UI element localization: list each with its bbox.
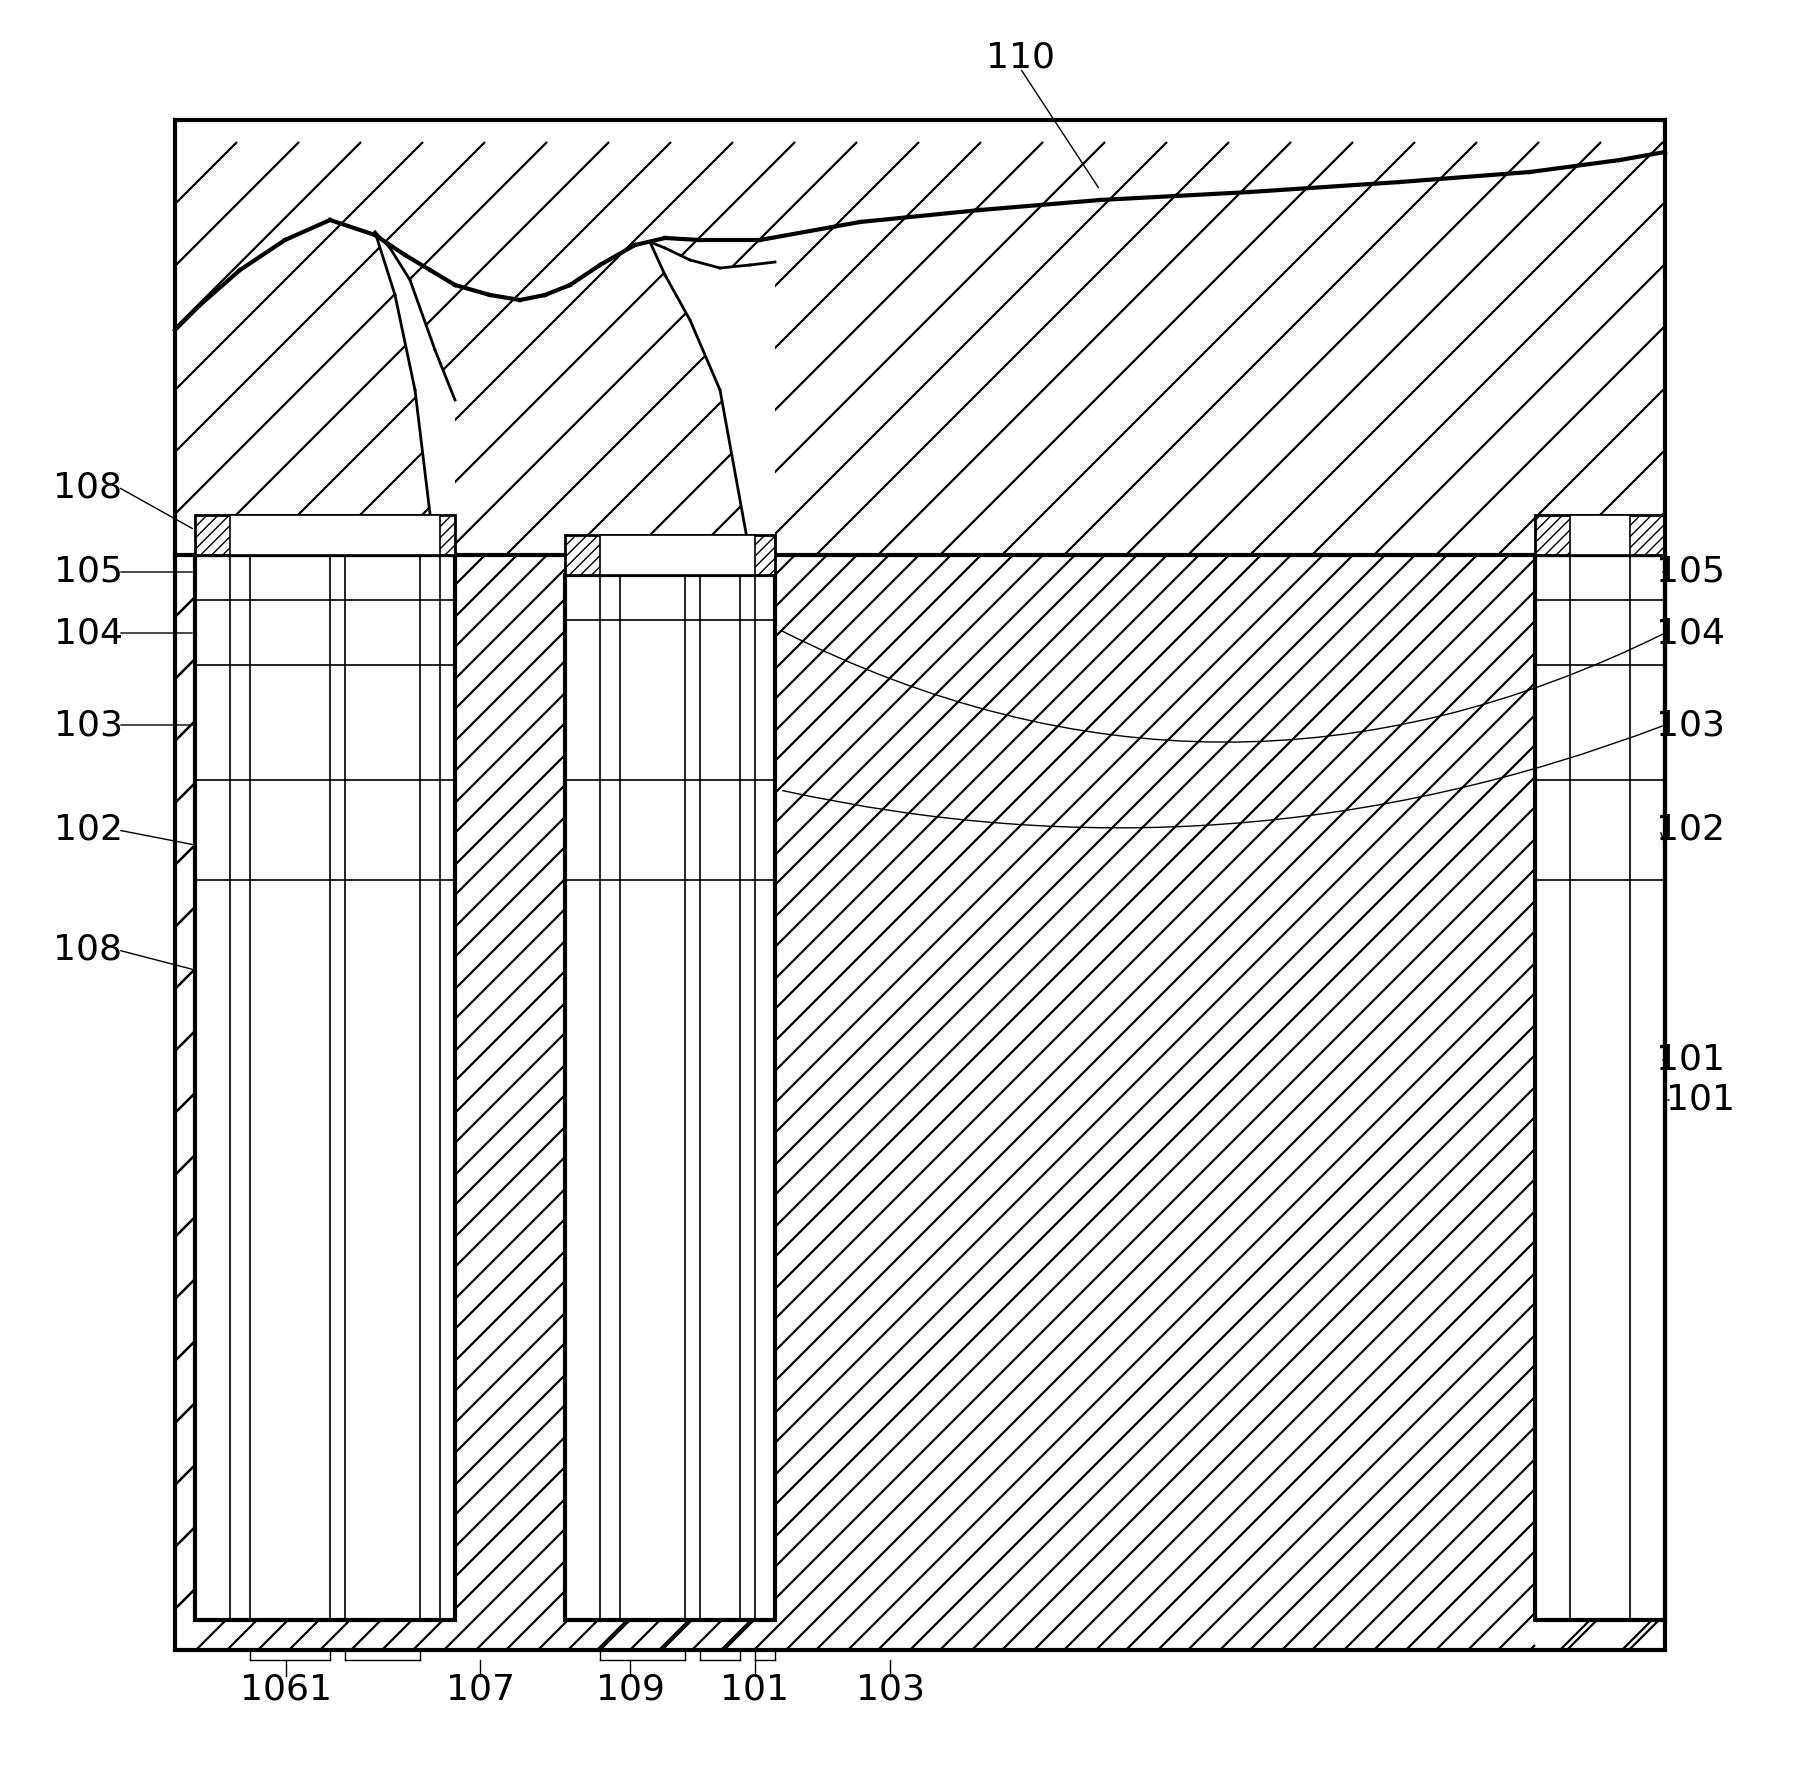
Polygon shape <box>176 153 1666 554</box>
Text: 108: 108 <box>54 471 122 504</box>
Polygon shape <box>195 554 230 1620</box>
Polygon shape <box>344 554 420 1620</box>
Polygon shape <box>439 554 455 1620</box>
Text: 107: 107 <box>445 1673 515 1707</box>
Text: 101: 101 <box>1655 1043 1725 1076</box>
Polygon shape <box>601 535 755 575</box>
Polygon shape <box>230 515 439 554</box>
Text: 101: 101 <box>1666 1083 1734 1117</box>
Text: 105: 105 <box>54 554 122 590</box>
Polygon shape <box>741 575 755 1620</box>
Polygon shape <box>565 575 775 1620</box>
Text: 105: 105 <box>1655 554 1725 590</box>
Polygon shape <box>176 554 1666 1650</box>
Polygon shape <box>755 575 775 1620</box>
Polygon shape <box>249 554 330 1620</box>
Polygon shape <box>1535 515 1666 554</box>
Polygon shape <box>420 554 439 1620</box>
Text: 103: 103 <box>855 1673 925 1707</box>
Polygon shape <box>195 554 455 1620</box>
Polygon shape <box>1535 554 1666 1620</box>
Text: 108: 108 <box>54 932 122 966</box>
Polygon shape <box>330 554 344 1620</box>
Text: 109: 109 <box>595 1673 665 1707</box>
Polygon shape <box>565 535 775 575</box>
Polygon shape <box>1630 554 1666 1620</box>
Polygon shape <box>1535 554 1571 1620</box>
Text: 104: 104 <box>54 616 122 650</box>
Polygon shape <box>565 575 601 1620</box>
Polygon shape <box>699 575 741 1620</box>
Text: 102: 102 <box>54 813 122 847</box>
Text: 104: 104 <box>1655 616 1725 650</box>
Polygon shape <box>651 242 775 554</box>
Polygon shape <box>1571 554 1630 1620</box>
Text: 103: 103 <box>1655 709 1725 742</box>
Polygon shape <box>375 233 455 554</box>
Text: 110: 110 <box>986 41 1054 75</box>
Text: 1061: 1061 <box>240 1673 332 1707</box>
Text: 101: 101 <box>721 1673 789 1707</box>
Text: 102: 102 <box>1655 813 1725 847</box>
Polygon shape <box>1571 515 1630 554</box>
Polygon shape <box>195 515 455 554</box>
Polygon shape <box>685 575 699 1620</box>
Text: 103: 103 <box>54 709 122 742</box>
Polygon shape <box>620 575 685 1620</box>
